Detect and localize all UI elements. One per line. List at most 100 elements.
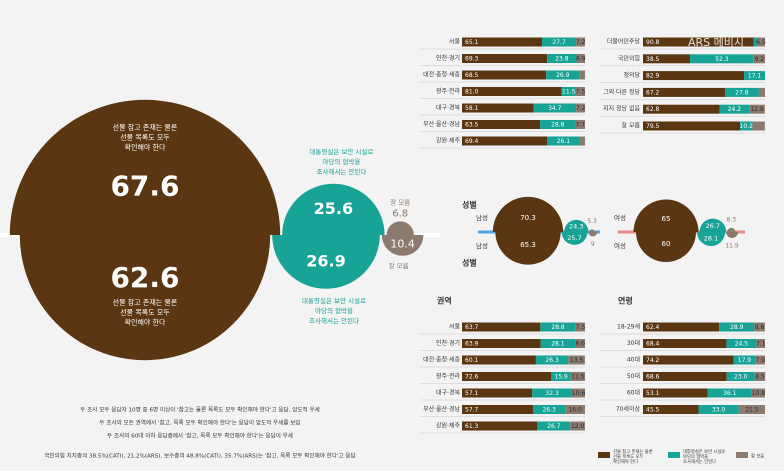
bar-segment: [751, 388, 765, 398]
bar-segment: [570, 421, 585, 431]
category-label: 더불어민주당: [607, 38, 641, 46]
bar-value: 10.2: [740, 123, 754, 130]
bubble-annotation: 대통령실은 보안 시설로 야당의 협박을 조사해서는 안된다: [302, 296, 366, 325]
bar-value: 7.2: [576, 105, 586, 112]
legend-label: 잘 모름: [751, 453, 764, 460]
category-label: 부산·울산·경남: [423, 405, 460, 413]
section-title: 연령: [618, 296, 633, 306]
category-label: 인천·경기: [436, 54, 460, 62]
category-label: 대전·충청·세종: [423, 71, 460, 79]
bar-segment: [579, 136, 585, 146]
bar-value: 62.8: [646, 106, 660, 113]
bar-segment: [462, 355, 536, 365]
bar-value: 68.4: [646, 341, 660, 348]
bar-value: 6.5: [756, 39, 766, 46]
bar-value: 8.0: [575, 341, 585, 348]
bubble-value: 26.9: [306, 251, 345, 270]
bar-value: 45.5: [646, 407, 660, 414]
bar-value: 65.1: [465, 39, 479, 46]
bar-segment: [643, 87, 725, 97]
category-label: 18-29세: [617, 323, 640, 331]
bar-segment: [532, 405, 566, 414]
bar-segment: [753, 54, 765, 64]
bubble: [699, 218, 727, 232]
bar-segment: [535, 355, 569, 365]
bubble-annotation: 잘 모름: [390, 198, 410, 206]
bar-value: 63.5: [465, 122, 479, 129]
bar-segment: [757, 37, 765, 47]
bar-value: 81.0: [465, 89, 479, 96]
bar-segment: [707, 388, 752, 398]
bar-value: 69.4: [465, 138, 479, 145]
category-label: 광주·전라: [436, 87, 460, 95]
bar-segment: [643, 405, 699, 414]
category-label: 대구·경북: [436, 104, 460, 112]
bar-segment: [571, 388, 585, 398]
bar-value: 17.9: [738, 357, 752, 364]
bubble-annotation: 잘 모름: [389, 262, 409, 270]
bar-value: 52.3: [715, 56, 729, 63]
category-label: 서울: [449, 38, 461, 46]
bar-value: 28.1: [551, 341, 565, 348]
bar-segment: [540, 120, 576, 129]
bar-value: 79.5: [646, 123, 660, 130]
bar-segment: [575, 120, 585, 129]
bar-value: 21.5: [745, 407, 759, 414]
category-label: 대구·경북: [436, 389, 460, 397]
bubble-value: 28.1: [704, 234, 718, 242]
bar-value: 68.6: [646, 374, 660, 381]
bar-value: 72.6: [465, 374, 479, 381]
bar-segment: [752, 121, 765, 131]
category-label: 서울: [449, 323, 461, 331]
gender-half: [495, 232, 738, 265]
bar-segment: [643, 388, 708, 398]
bar-value: 90.8: [646, 39, 660, 46]
bar-value: 8.6: [755, 324, 765, 331]
category-label: 잘 모름: [622, 122, 641, 130]
bar-segment: [576, 103, 585, 113]
bar-value: 26.1: [557, 138, 571, 145]
bar-segment: [576, 54, 585, 63]
category-label: 대전·충청·세종: [423, 356, 460, 364]
bar-value: 6.9: [576, 56, 586, 63]
bubble: [564, 219, 589, 232]
bubble: [19, 235, 271, 361]
bubble: [381, 235, 424, 256]
bar-value: 8.5: [755, 374, 765, 381]
bar-value: 63.7: [465, 324, 479, 331]
bar-segment: [551, 372, 571, 381]
bar-segment: [643, 71, 745, 81]
bar-segment: [547, 136, 580, 146]
bubble-annotation: 대통령실은 보안 시설로 야당의 협박을 조사해서는 안된다: [309, 147, 373, 176]
bar-value: 69.3: [465, 56, 479, 63]
bar-segment: [724, 87, 759, 97]
bar-segment: [749, 104, 765, 114]
bar-segment: [744, 71, 765, 81]
bubble: [697, 232, 726, 247]
bar-value: 10.6: [572, 390, 586, 397]
bubble: [282, 183, 385, 235]
bar-value: 23.8: [555, 56, 569, 63]
bubble: [589, 229, 595, 232]
bubble-value: 25.7: [567, 234, 581, 242]
bubble-value: 25.6: [314, 199, 353, 218]
bar-value: 24.2: [728, 106, 742, 113]
bar-value: 32.3: [545, 390, 559, 397]
category-label: 광주·전라: [436, 372, 460, 380]
bubble: [726, 232, 738, 238]
bar-segment: [576, 37, 585, 47]
bubble-value: 26.7: [706, 222, 720, 230]
category-label: 70세이상: [616, 405, 641, 413]
footnote: 두 조사의 60대 이하 응답층에서 '참고, 목록 모두 확인해야 한다'는 …: [107, 432, 293, 440]
bar-value: 68.5: [465, 72, 479, 79]
legend-swatch: [736, 452, 748, 458]
bar-value: 24.5: [735, 341, 749, 348]
bar-segment: [643, 54, 690, 64]
legend-swatch: [598, 452, 610, 458]
bar-segment: [542, 37, 577, 47]
bar-segment: [575, 87, 585, 96]
bar-value: 27.8: [735, 89, 749, 96]
bubble-value: 24.3: [569, 223, 583, 231]
bar-value: 28.9: [730, 324, 744, 331]
bar-value: 36.1: [723, 390, 737, 397]
